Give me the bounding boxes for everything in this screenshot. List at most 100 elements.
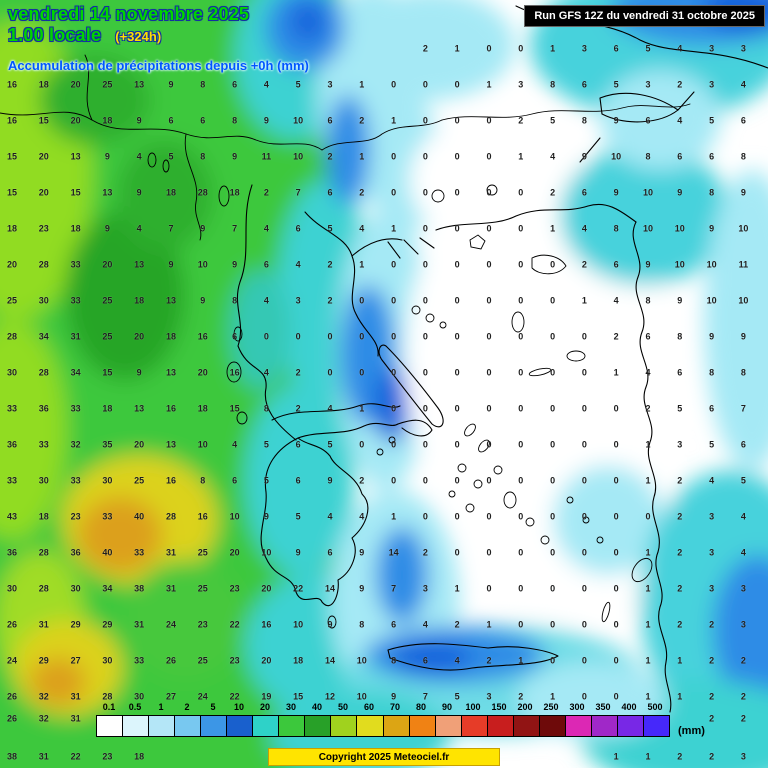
precip-value: 16	[165, 475, 177, 486]
precip-value: 13	[70, 151, 81, 162]
legend-color-cell	[513, 716, 540, 736]
precip-value: 27	[70, 655, 81, 666]
precip-value: 7	[168, 223, 174, 234]
legend-tick: 40	[311, 702, 322, 712]
precip-value: 8	[709, 367, 715, 378]
precip-value: 18	[229, 187, 240, 198]
precip-value: 2	[327, 259, 333, 270]
precip-value: 6	[327, 187, 333, 198]
precip-value: 5	[454, 691, 460, 702]
precip-value: 6	[581, 187, 587, 198]
precip-value: 15	[38, 115, 49, 126]
precip-value: 15	[229, 403, 240, 414]
precip-value: 0	[518, 475, 524, 486]
precip-value: 4	[677, 115, 683, 126]
legend-tick: 60	[363, 702, 374, 712]
precip-value: 0	[486, 43, 492, 54]
precip-value: 33	[6, 403, 18, 414]
precip-value: 0	[550, 547, 556, 558]
precip-value: 2	[422, 547, 428, 558]
precip-value: 9	[709, 331, 715, 342]
precip-value: 1	[454, 43, 460, 54]
precip-value: 15	[6, 151, 18, 162]
precip-value: 24	[197, 691, 208, 702]
precip-value: 31	[38, 751, 49, 762]
precip-value: 2	[709, 751, 715, 762]
precip-value: 4	[740, 511, 746, 522]
legend-color-cell	[149, 716, 176, 736]
precip-value: 0	[518, 43, 524, 54]
date-title: vendredi 14 novembre 2025	[8, 4, 250, 24]
precip-value: 9	[200, 295, 206, 306]
legend-tick: 90	[441, 702, 452, 712]
precip-value: 0	[518, 331, 524, 342]
precip-value: 0	[327, 367, 333, 378]
precip-value: 8	[200, 79, 206, 90]
precip-value: 8	[645, 295, 651, 306]
precip-value: 28	[38, 583, 49, 594]
precip-value: 2	[709, 713, 715, 724]
precip-value: 30	[38, 295, 49, 306]
precip-value: 2	[677, 751, 683, 762]
precip-value: 23	[70, 511, 81, 522]
precip-value: 2	[709, 655, 715, 666]
precip-value: 0	[327, 331, 333, 342]
precip-value: 3	[709, 511, 715, 522]
precip-value: 4	[422, 619, 428, 630]
legend-tick: 70	[389, 702, 400, 712]
precip-value: 5	[295, 511, 301, 522]
precip-value: 1	[645, 691, 651, 702]
precip-value: 10	[261, 547, 272, 558]
precip-value: 0	[581, 619, 587, 630]
precip-value: 20	[102, 259, 113, 270]
precip-value: 33	[70, 295, 81, 306]
legend-tick: 1	[158, 702, 164, 712]
precip-value: 2	[645, 403, 651, 414]
precip-value: 9	[200, 223, 206, 234]
precip-value: 6	[709, 403, 715, 414]
precip-value: 0	[518, 295, 524, 306]
map-titles: vendredi 14 novembre 2025 1.00 locale (+…	[8, 4, 309, 74]
precip-value: 18	[102, 403, 113, 414]
precip-value: 32	[38, 691, 49, 702]
precip-value: 4	[645, 367, 651, 378]
precip-value: 1	[645, 439, 651, 450]
precip-value: 10	[738, 223, 749, 234]
precip-value: 9	[295, 547, 301, 558]
precip-value: 6	[327, 547, 333, 558]
precip-value: 0	[613, 655, 619, 666]
precip-value: 0	[391, 295, 397, 306]
precip-value: 0	[422, 403, 428, 414]
legend-tick: 50	[337, 702, 348, 712]
precip-value: 16	[6, 79, 18, 90]
precip-value: 4	[677, 43, 683, 54]
precip-value: 6	[645, 115, 651, 126]
precip-value: 33	[38, 439, 49, 450]
precip-value: 28	[102, 691, 113, 702]
precip-value: 0	[454, 367, 460, 378]
precip-value: 13	[165, 439, 177, 450]
precip-value: 2	[677, 511, 683, 522]
precip-value: 8	[740, 367, 746, 378]
precip-value: 1	[359, 259, 365, 270]
precip-value: 24	[6, 655, 18, 666]
precip-value: 31	[134, 619, 145, 630]
precip-value: 30	[38, 475, 49, 486]
precip-value: 0	[518, 511, 524, 522]
precip-value: 0	[518, 547, 524, 558]
precip-value: 5	[709, 439, 715, 450]
precip-value: 11	[261, 151, 272, 162]
precip-value: 6	[709, 151, 715, 162]
precip-value: 33	[6, 475, 18, 486]
precip-value: 1	[454, 583, 460, 594]
precip-value: 0	[581, 511, 587, 522]
precip-value: 10	[642, 187, 654, 198]
precip-value: 0	[422, 331, 428, 342]
precip-value: 10	[197, 259, 208, 270]
precip-value: 15	[102, 367, 113, 378]
precip-value: 34	[70, 367, 81, 378]
precip-value: 1	[645, 475, 651, 486]
precip-value: 3	[677, 439, 683, 450]
coastlines	[236, 5, 768, 713]
precip-value: 31	[165, 583, 177, 594]
